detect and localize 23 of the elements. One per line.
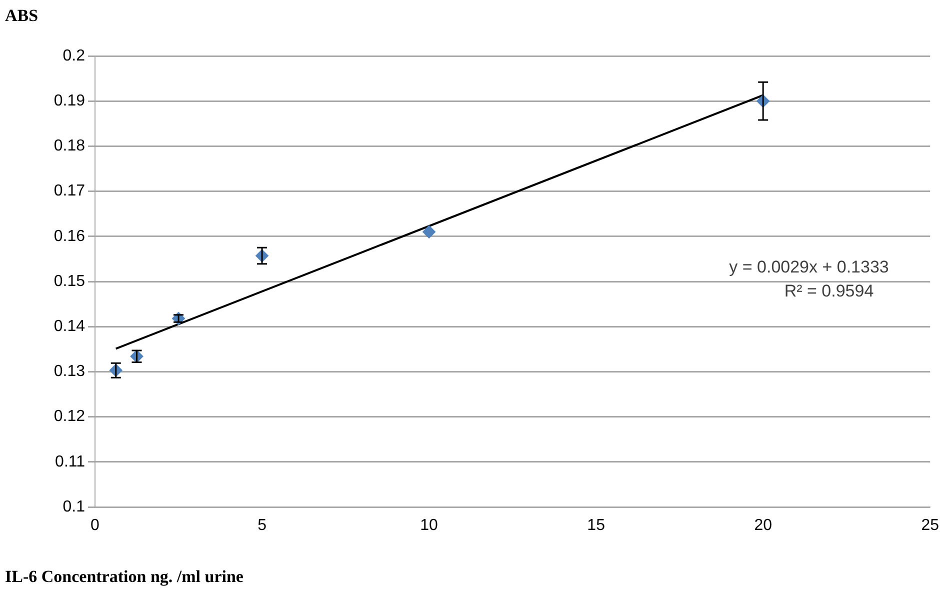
y-tick-label: 0.11 [55, 453, 86, 470]
x-tick-label: 25 [921, 517, 940, 534]
x-tick-label: 15 [587, 517, 606, 534]
y-tick-label: 0.13 [54, 363, 86, 380]
y-axis-title: ABS [5, 6, 38, 26]
y-tick-label: 0.15 [54, 272, 86, 290]
annotation: y = 0.0029x + 0.1333 [729, 258, 889, 277]
y-tick-label: 0.12 [54, 408, 86, 426]
x-tick-label: 20 [754, 517, 772, 534]
y-tick-label: 0.16 [54, 228, 86, 245]
y-tick-label: 0.18 [54, 138, 86, 155]
x-axis-title: IL-6 Concentration ng. /ml urine [5, 567, 244, 587]
point [172, 312, 186, 325]
x-tick-label: 0 [90, 517, 100, 534]
annotation: R² = 0.9594 [784, 282, 874, 301]
y-tick-label: 0.1 [62, 498, 86, 516]
y-tick-label: 0.19 [54, 92, 86, 110]
y-tick-label: 0.2 [62, 47, 86, 64]
x-tick-label: 10 [420, 517, 438, 534]
y-tick-label: 0.17 [54, 182, 86, 200]
y-tick-label: 0.14 [54, 318, 86, 336]
x-tick-label: 5 [258, 517, 267, 534]
point [422, 225, 436, 238]
